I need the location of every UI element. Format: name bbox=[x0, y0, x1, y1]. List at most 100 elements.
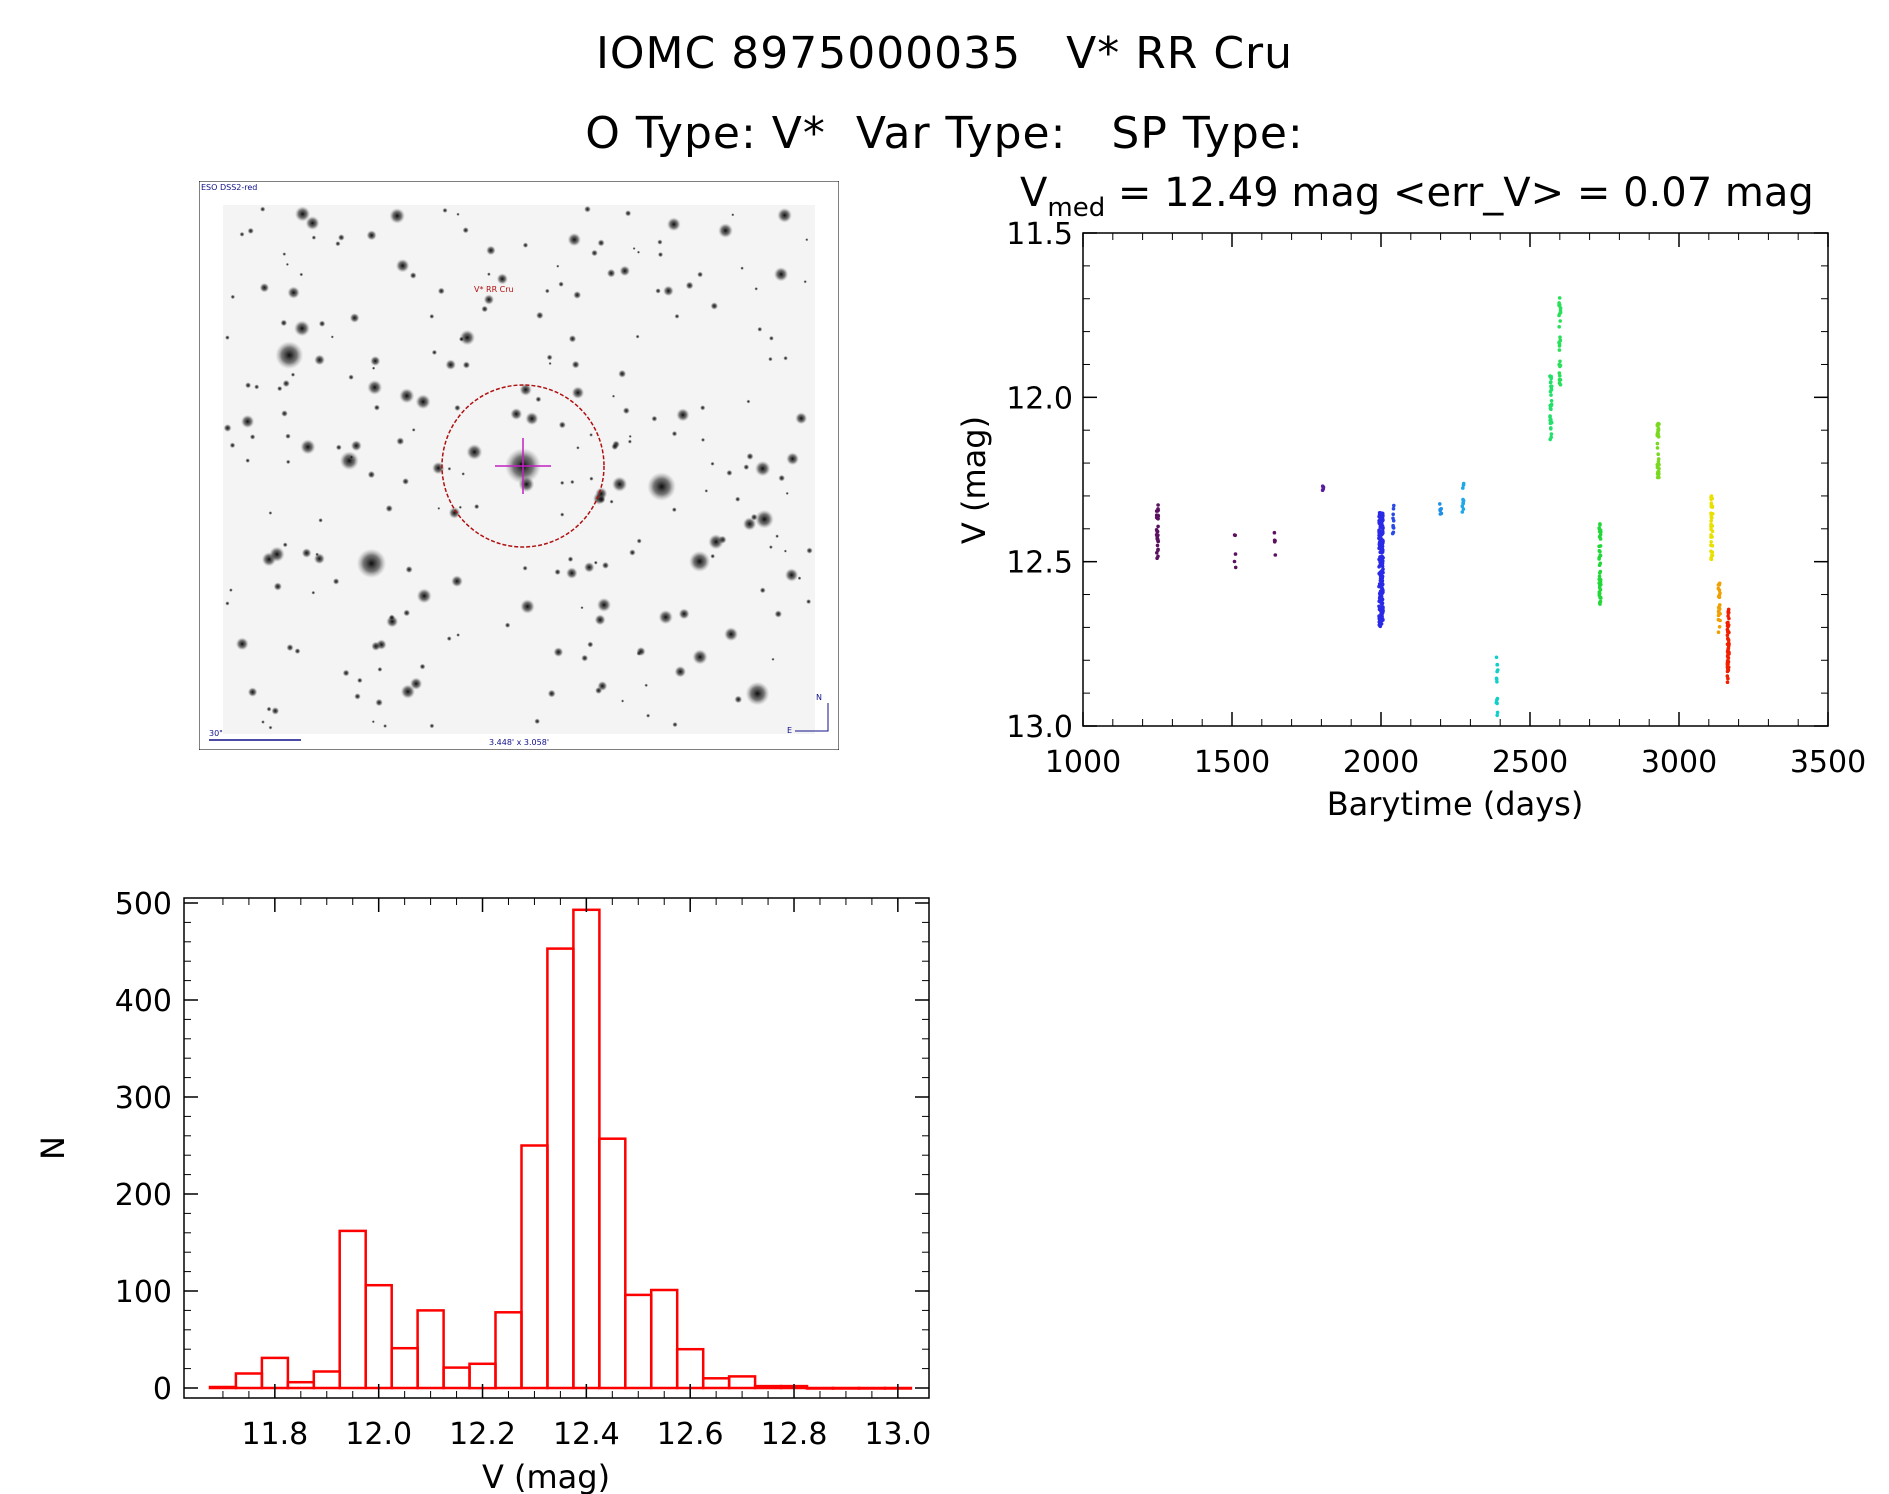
sky-star bbox=[416, 588, 432, 604]
light-curve-point bbox=[1549, 393, 1553, 397]
light-curve-point bbox=[1495, 701, 1499, 706]
sky-star bbox=[777, 207, 792, 223]
x-tick-label: 3000 bbox=[1641, 745, 1717, 780]
sky-star bbox=[754, 287, 758, 291]
histogram-frame bbox=[183, 897, 930, 1399]
light-curve-point bbox=[1716, 613, 1721, 618]
sky-star bbox=[349, 313, 360, 323]
sky-star bbox=[606, 268, 616, 278]
sky-star bbox=[568, 335, 577, 343]
sky-star bbox=[385, 504, 393, 513]
light-curve-point bbox=[1549, 435, 1553, 440]
sky-star bbox=[337, 234, 345, 241]
sky-star bbox=[700, 405, 706, 411]
light-curve-point bbox=[1548, 406, 1553, 411]
sky-star bbox=[628, 434, 632, 438]
light-curve-point bbox=[1494, 655, 1499, 660]
sky-star bbox=[519, 383, 532, 396]
sky-star bbox=[785, 491, 789, 495]
light-curve-point bbox=[1154, 509, 1159, 513]
light-curve-point bbox=[1557, 325, 1561, 329]
sky-star bbox=[245, 458, 251, 463]
sky-star bbox=[740, 266, 744, 270]
light-curve-point bbox=[1710, 512, 1715, 516]
light-curve-xlabel: Barytime (days) bbox=[1327, 785, 1584, 823]
sky-star bbox=[318, 518, 323, 523]
sky-star bbox=[674, 313, 680, 319]
histogram-bar bbox=[234, 1372, 264, 1390]
light-curve-point bbox=[1548, 374, 1552, 378]
sky-star bbox=[584, 205, 591, 213]
sky-star bbox=[399, 388, 415, 404]
sky-star bbox=[570, 479, 575, 485]
sky-star bbox=[483, 294, 495, 305]
sky-star bbox=[225, 335, 230, 340]
histogram-bar bbox=[701, 1377, 731, 1390]
light-curve-point bbox=[1725, 621, 1730, 626]
sky-star bbox=[415, 394, 431, 410]
sky-star bbox=[795, 412, 808, 425]
sky-star bbox=[535, 396, 542, 403]
sky-star bbox=[458, 336, 465, 342]
sky-star bbox=[757, 326, 763, 332]
histogram-bar bbox=[727, 1375, 757, 1390]
light-curve-point bbox=[1549, 427, 1553, 431]
light-curve-point bbox=[1495, 669, 1499, 674]
histogram-bar bbox=[753, 1384, 783, 1390]
sky-star bbox=[636, 538, 642, 544]
histogram-bar bbox=[520, 1144, 549, 1390]
sky-star bbox=[742, 517, 757, 531]
sky-star bbox=[700, 437, 706, 442]
sky-star bbox=[536, 311, 544, 320]
light-curve-point bbox=[1548, 389, 1553, 394]
sky-star bbox=[558, 281, 564, 287]
sky-star bbox=[632, 247, 636, 250]
sky-star bbox=[593, 560, 598, 565]
histogram-bar bbox=[572, 908, 601, 1390]
x-tick-label: 12.6 bbox=[657, 1417, 724, 1452]
sky-star bbox=[335, 444, 342, 451]
sky-star bbox=[806, 547, 813, 554]
light-curve-point bbox=[1233, 552, 1238, 556]
sky-star bbox=[567, 556, 574, 563]
histogram-bar bbox=[598, 1137, 627, 1390]
sky-star bbox=[350, 440, 362, 452]
sky-star bbox=[403, 609, 411, 617]
sky-star bbox=[629, 549, 636, 556]
sky-star bbox=[755, 509, 774, 529]
sky-star bbox=[431, 349, 438, 356]
histogram-bar bbox=[416, 1309, 445, 1390]
light-curve-point bbox=[1381, 530, 1385, 535]
light-curve-point bbox=[1709, 515, 1714, 520]
light-curve-ticks: 1000 1500 2000 2500 3000 3500 11.5 12.0 12.5 13.0 bbox=[1006, 217, 1866, 780]
sky-star bbox=[442, 207, 448, 213]
light-curve-point bbox=[1726, 655, 1730, 659]
light-curve-point bbox=[1380, 604, 1384, 609]
sky-star bbox=[731, 213, 735, 217]
sky-star bbox=[446, 636, 452, 642]
sky-star bbox=[597, 495, 606, 504]
x-tick-label: 3500 bbox=[1790, 745, 1866, 780]
y-tick-label: 12.5 bbox=[1006, 546, 1073, 581]
sky-star bbox=[245, 382, 252, 389]
light-curve-point bbox=[1597, 574, 1602, 579]
light-curve-point bbox=[1656, 428, 1660, 432]
sky-star bbox=[230, 294, 236, 300]
sky-image-panel: ESO DSS2-red V* RR Cru 30" 3.448' x 3.05… bbox=[199, 181, 839, 750]
histogram-bar bbox=[857, 1386, 887, 1390]
sky-star bbox=[783, 549, 788, 553]
light-curve-point bbox=[1380, 591, 1384, 596]
east-label: E bbox=[787, 726, 792, 735]
sky-star bbox=[583, 562, 595, 573]
histogram-bar bbox=[260, 1356, 290, 1390]
light-curve-point bbox=[1597, 590, 1602, 594]
light-curve-point bbox=[1598, 595, 1602, 600]
sky-star bbox=[269, 546, 285, 563]
sky-star bbox=[487, 272, 491, 277]
light-curve-point bbox=[1709, 519, 1713, 523]
sky-star bbox=[522, 565, 528, 571]
sky-star bbox=[299, 272, 304, 277]
sky-star bbox=[229, 588, 233, 592]
light-curve-point bbox=[1716, 586, 1721, 591]
